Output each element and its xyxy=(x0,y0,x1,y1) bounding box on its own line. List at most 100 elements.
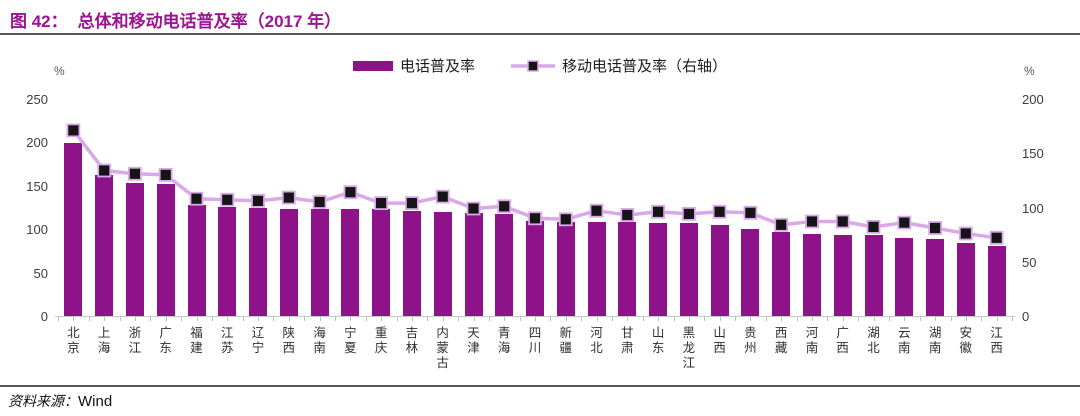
x-label-char: 西 xyxy=(282,341,296,355)
legend-item-line: 移动电话普及率（右轴） xyxy=(511,55,727,76)
bar-贵州 xyxy=(741,228,760,317)
x-label-char: 广 xyxy=(159,326,172,340)
x-label-char: 湖 xyxy=(867,326,880,340)
axis-tick xyxy=(396,317,398,321)
bar-河北 xyxy=(587,221,606,317)
marker-山东 xyxy=(651,204,665,219)
bar-新疆 xyxy=(556,221,575,317)
x-label-char: 内 xyxy=(436,326,449,340)
x-label-char: 河 xyxy=(590,326,603,340)
header-divider xyxy=(0,33,1080,35)
marker-四川 xyxy=(528,211,542,226)
mobile-line-series xyxy=(66,123,1004,245)
x-label-广东: 广东 xyxy=(157,326,175,356)
axis-tick xyxy=(288,317,290,321)
x-label-char: 京 xyxy=(67,341,80,355)
x-label-湖北: 湖北 xyxy=(865,326,883,356)
marker-湖南 xyxy=(928,221,942,235)
axis-tick xyxy=(427,317,429,321)
axis-tick xyxy=(642,317,644,321)
axis-tick xyxy=(365,317,367,321)
axis-tick xyxy=(165,317,167,321)
x-label-云南: 云南 xyxy=(895,326,913,356)
x-label-江苏: 江苏 xyxy=(218,326,236,356)
marker-西藏 xyxy=(774,217,789,232)
axis-tick xyxy=(812,317,813,321)
x-label-char: 甘 xyxy=(621,326,634,340)
left-tick-label: 0 xyxy=(40,309,48,324)
bar-山东 xyxy=(649,223,668,317)
marker-新疆 xyxy=(558,212,573,227)
axis-tick xyxy=(719,317,721,321)
x-label-char: 南 xyxy=(805,341,819,355)
x-label-广西: 广西 xyxy=(834,326,852,356)
left-tick-label: 200 xyxy=(26,135,48,151)
figure-title: 总体和移动电话普及率（2017 年） xyxy=(77,12,342,31)
x-label-char: 辽 xyxy=(251,326,265,340)
marker-陕西 xyxy=(281,190,296,205)
x-label-char: 龙 xyxy=(682,341,696,355)
axis-tick xyxy=(242,317,244,321)
x-label-安徽: 安徽 xyxy=(957,326,975,356)
bar-上海 xyxy=(95,174,114,317)
x-label-char: 湖 xyxy=(928,326,942,340)
axis-tick xyxy=(581,317,583,321)
x-label-char: 上 xyxy=(97,326,111,340)
marker-湖北 xyxy=(866,220,881,234)
axis-tick xyxy=(504,317,506,321)
axis-tick xyxy=(858,317,860,321)
axis-tick xyxy=(350,317,352,321)
x-label-北京: 北京 xyxy=(64,326,82,356)
axis-tick xyxy=(442,317,444,321)
x-label-贵州: 贵州 xyxy=(741,326,759,356)
right-tick-label: 200 xyxy=(1022,92,1044,107)
axis-tick xyxy=(150,317,152,321)
right-tick-label: 150 xyxy=(1022,146,1044,162)
right-axis-unit: % xyxy=(1024,64,1035,78)
x-label-宁夏: 宁夏 xyxy=(341,326,359,356)
x-label-char: 重 xyxy=(374,326,388,340)
footer-divider xyxy=(0,385,1080,387)
bar-swatch-icon xyxy=(352,60,393,71)
left-tick-label: 100 xyxy=(26,222,48,238)
x-axis-category-labels: 北京上海浙江广东福建江苏辽宁陕西海南宁夏重庆吉林内蒙古天津青海四川新疆河北甘肃山… xyxy=(58,322,1012,382)
legend-item-bar: 电话普及率 xyxy=(352,55,475,76)
axis-tick xyxy=(119,317,121,321)
x-label-char: 江 xyxy=(128,341,142,355)
bar-西藏 xyxy=(772,231,791,317)
bar-福建 xyxy=(187,205,206,317)
axis-tick xyxy=(673,317,675,321)
bar-广西 xyxy=(833,234,852,317)
x-label-海南: 海南 xyxy=(311,326,329,356)
axis-tick xyxy=(765,317,767,321)
axis-tick xyxy=(827,317,829,321)
x-label-char: 青 xyxy=(497,326,511,340)
x-label-char: 蒙 xyxy=(436,341,449,355)
x-label-甘肃: 甘肃 xyxy=(618,326,636,356)
marker-辽宁 xyxy=(251,194,265,208)
bar-宁夏 xyxy=(341,209,360,317)
plot-area xyxy=(55,100,1015,321)
bar-浙江 xyxy=(125,182,144,317)
bar-吉林 xyxy=(402,211,421,317)
x-label-char: 西 xyxy=(774,326,788,340)
axis-tick xyxy=(104,317,106,321)
x-label-char: 藏 xyxy=(774,341,788,355)
x-label-上海: 上海 xyxy=(95,326,113,356)
x-label-陕西: 陕西 xyxy=(280,326,298,356)
x-label-char: 西 xyxy=(990,341,1003,355)
source-value: Wind xyxy=(78,393,113,410)
axis-tick xyxy=(981,317,983,321)
marker-江苏 xyxy=(220,192,235,207)
left-axis-unit: % xyxy=(54,64,65,78)
axis-tick xyxy=(842,317,844,321)
axis-tick xyxy=(550,317,552,321)
marker-北京 xyxy=(66,123,81,138)
x-label-char: 海 xyxy=(313,326,326,340)
bar-山西 xyxy=(710,225,729,317)
x-label-浙江: 浙江 xyxy=(126,326,144,356)
axis-tick xyxy=(658,317,660,321)
bar-甘肃 xyxy=(618,222,637,317)
x-label-char: 河 xyxy=(805,326,819,340)
marker-上海 xyxy=(97,163,112,178)
